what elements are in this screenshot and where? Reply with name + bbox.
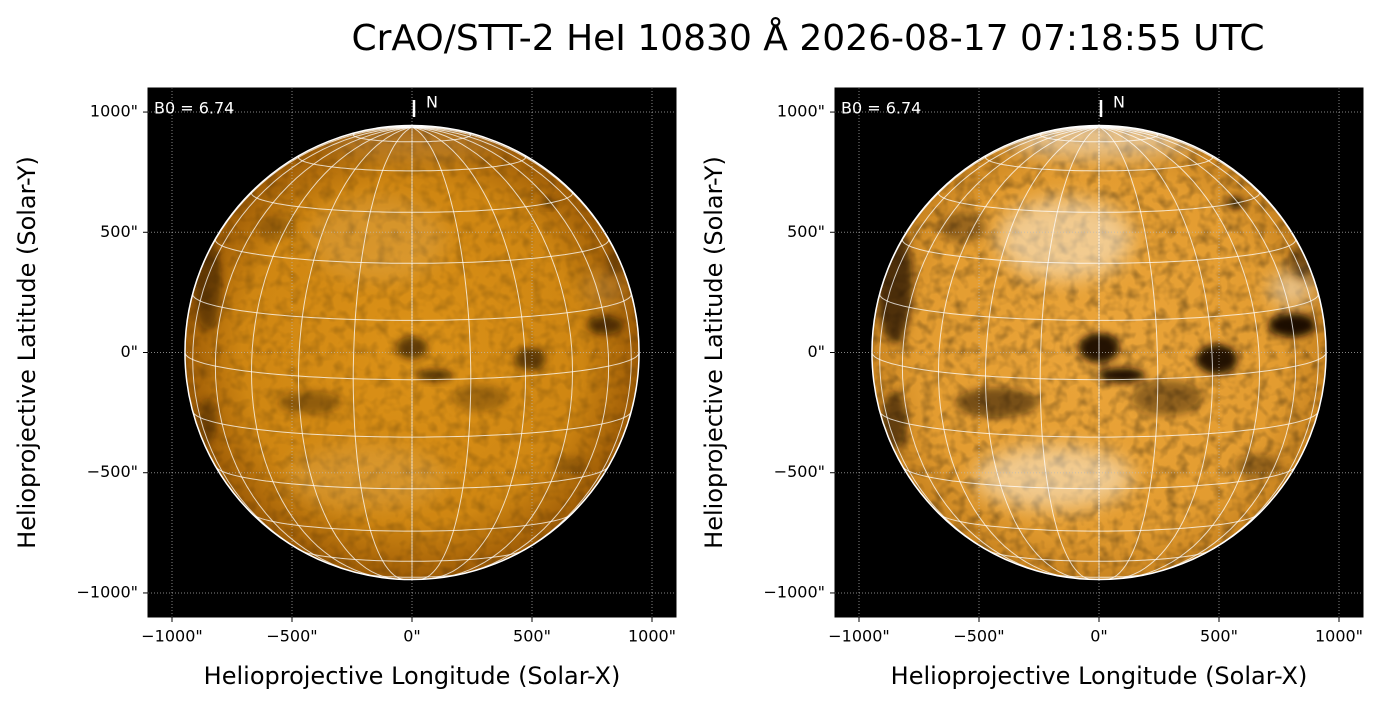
bright-region xyxy=(287,445,447,510)
dark-feature xyxy=(514,347,546,371)
heliographic-grid xyxy=(192,126,413,557)
dark-feature xyxy=(939,212,987,243)
heliographic-grid xyxy=(411,126,632,557)
y-tick-label: 500" xyxy=(787,222,825,241)
heliographic-grid xyxy=(214,126,413,575)
y-tick-label: −500" xyxy=(87,462,138,481)
x-tick-label: −500" xyxy=(953,627,1004,646)
bright-region xyxy=(996,198,1134,280)
x-tick-label: −1000" xyxy=(141,627,202,646)
heliographic-grid xyxy=(1098,126,1214,580)
heliographic-grid xyxy=(901,126,1100,575)
annotation: B0 = 6.74 xyxy=(841,99,921,118)
heliographic-grid xyxy=(1098,126,1297,575)
dark-feature xyxy=(1131,380,1203,416)
x-tick-label: 0" xyxy=(1090,627,1108,646)
title: CrAO/STT-2 HeI 10830 Å 2026-08-17 07:18:… xyxy=(351,16,1264,59)
y-tick-label: −1000" xyxy=(77,582,138,601)
y-axis-label: Helioprojective Latitude (Solar-Y) xyxy=(700,156,728,549)
dark-feature xyxy=(552,456,590,476)
heliographic-grid xyxy=(984,126,1100,580)
dark-feature xyxy=(541,198,556,208)
panel: −1000" −500" 0" 500" 1000" −1000" −500" 0" 500" 1… xyxy=(700,87,1364,690)
dark-feature xyxy=(278,391,342,414)
x-tick-label: 500" xyxy=(1200,627,1238,646)
panel: −1000" −500" 0" 500" 1000" −1000" −500" 0" 500" 1… xyxy=(13,87,677,690)
frame xyxy=(834,87,1364,618)
y-tick-label: −1000" xyxy=(764,582,825,601)
x-axis-label: Helioprojective Longitude (Solar-X) xyxy=(204,662,621,690)
heliographic-grid xyxy=(352,126,413,580)
dark-feature xyxy=(1098,367,1146,383)
y-axis-label: Helioprojective Latitude (Solar-Y) xyxy=(13,156,41,549)
annotation: B0 = 6.74 xyxy=(154,99,234,118)
heliographic-grid xyxy=(411,126,472,580)
dark-feature xyxy=(416,369,453,381)
x-tick-label: 0" xyxy=(403,627,421,646)
y-tick-label: 0" xyxy=(120,342,138,361)
bright-region xyxy=(974,445,1134,510)
heliographic-grid xyxy=(1098,126,1319,557)
heliographic-grid xyxy=(1098,126,1261,578)
x-tick-label: −1000" xyxy=(828,627,889,646)
x-axis-label: Helioprojective Longitude (Solar-X) xyxy=(891,662,1308,690)
y-tick-label: 1000" xyxy=(777,102,825,121)
heliographic-grid xyxy=(411,126,610,575)
y-tick-label: 0" xyxy=(807,342,825,361)
heliographic-grid xyxy=(297,126,413,580)
x-tick-label: −500" xyxy=(266,627,317,646)
heliographic-grid xyxy=(250,126,413,578)
x-tick-label: 1000" xyxy=(1315,627,1363,646)
x-tick-label: 500" xyxy=(513,627,551,646)
bright-region xyxy=(309,198,447,280)
x-tick-label: 1000" xyxy=(628,627,676,646)
heliographic-grid xyxy=(411,126,574,578)
north-label: N xyxy=(426,93,438,112)
y-tick-label: 1000" xyxy=(90,102,138,121)
dark-feature xyxy=(257,216,294,239)
heliographic-grid xyxy=(937,126,1100,578)
north-label: N xyxy=(1113,93,1125,112)
y-tick-label: 500" xyxy=(100,222,138,241)
heliographic-grid xyxy=(879,126,1100,557)
heliographic-grid xyxy=(411,126,527,580)
dark-feature xyxy=(955,387,1039,418)
heliographic-grid xyxy=(1039,126,1100,580)
heliographic-grid xyxy=(1098,126,1159,580)
dark-feature xyxy=(1196,344,1238,375)
frame xyxy=(147,87,677,618)
y-tick-label: −500" xyxy=(774,462,825,481)
dark-feature xyxy=(452,384,508,412)
